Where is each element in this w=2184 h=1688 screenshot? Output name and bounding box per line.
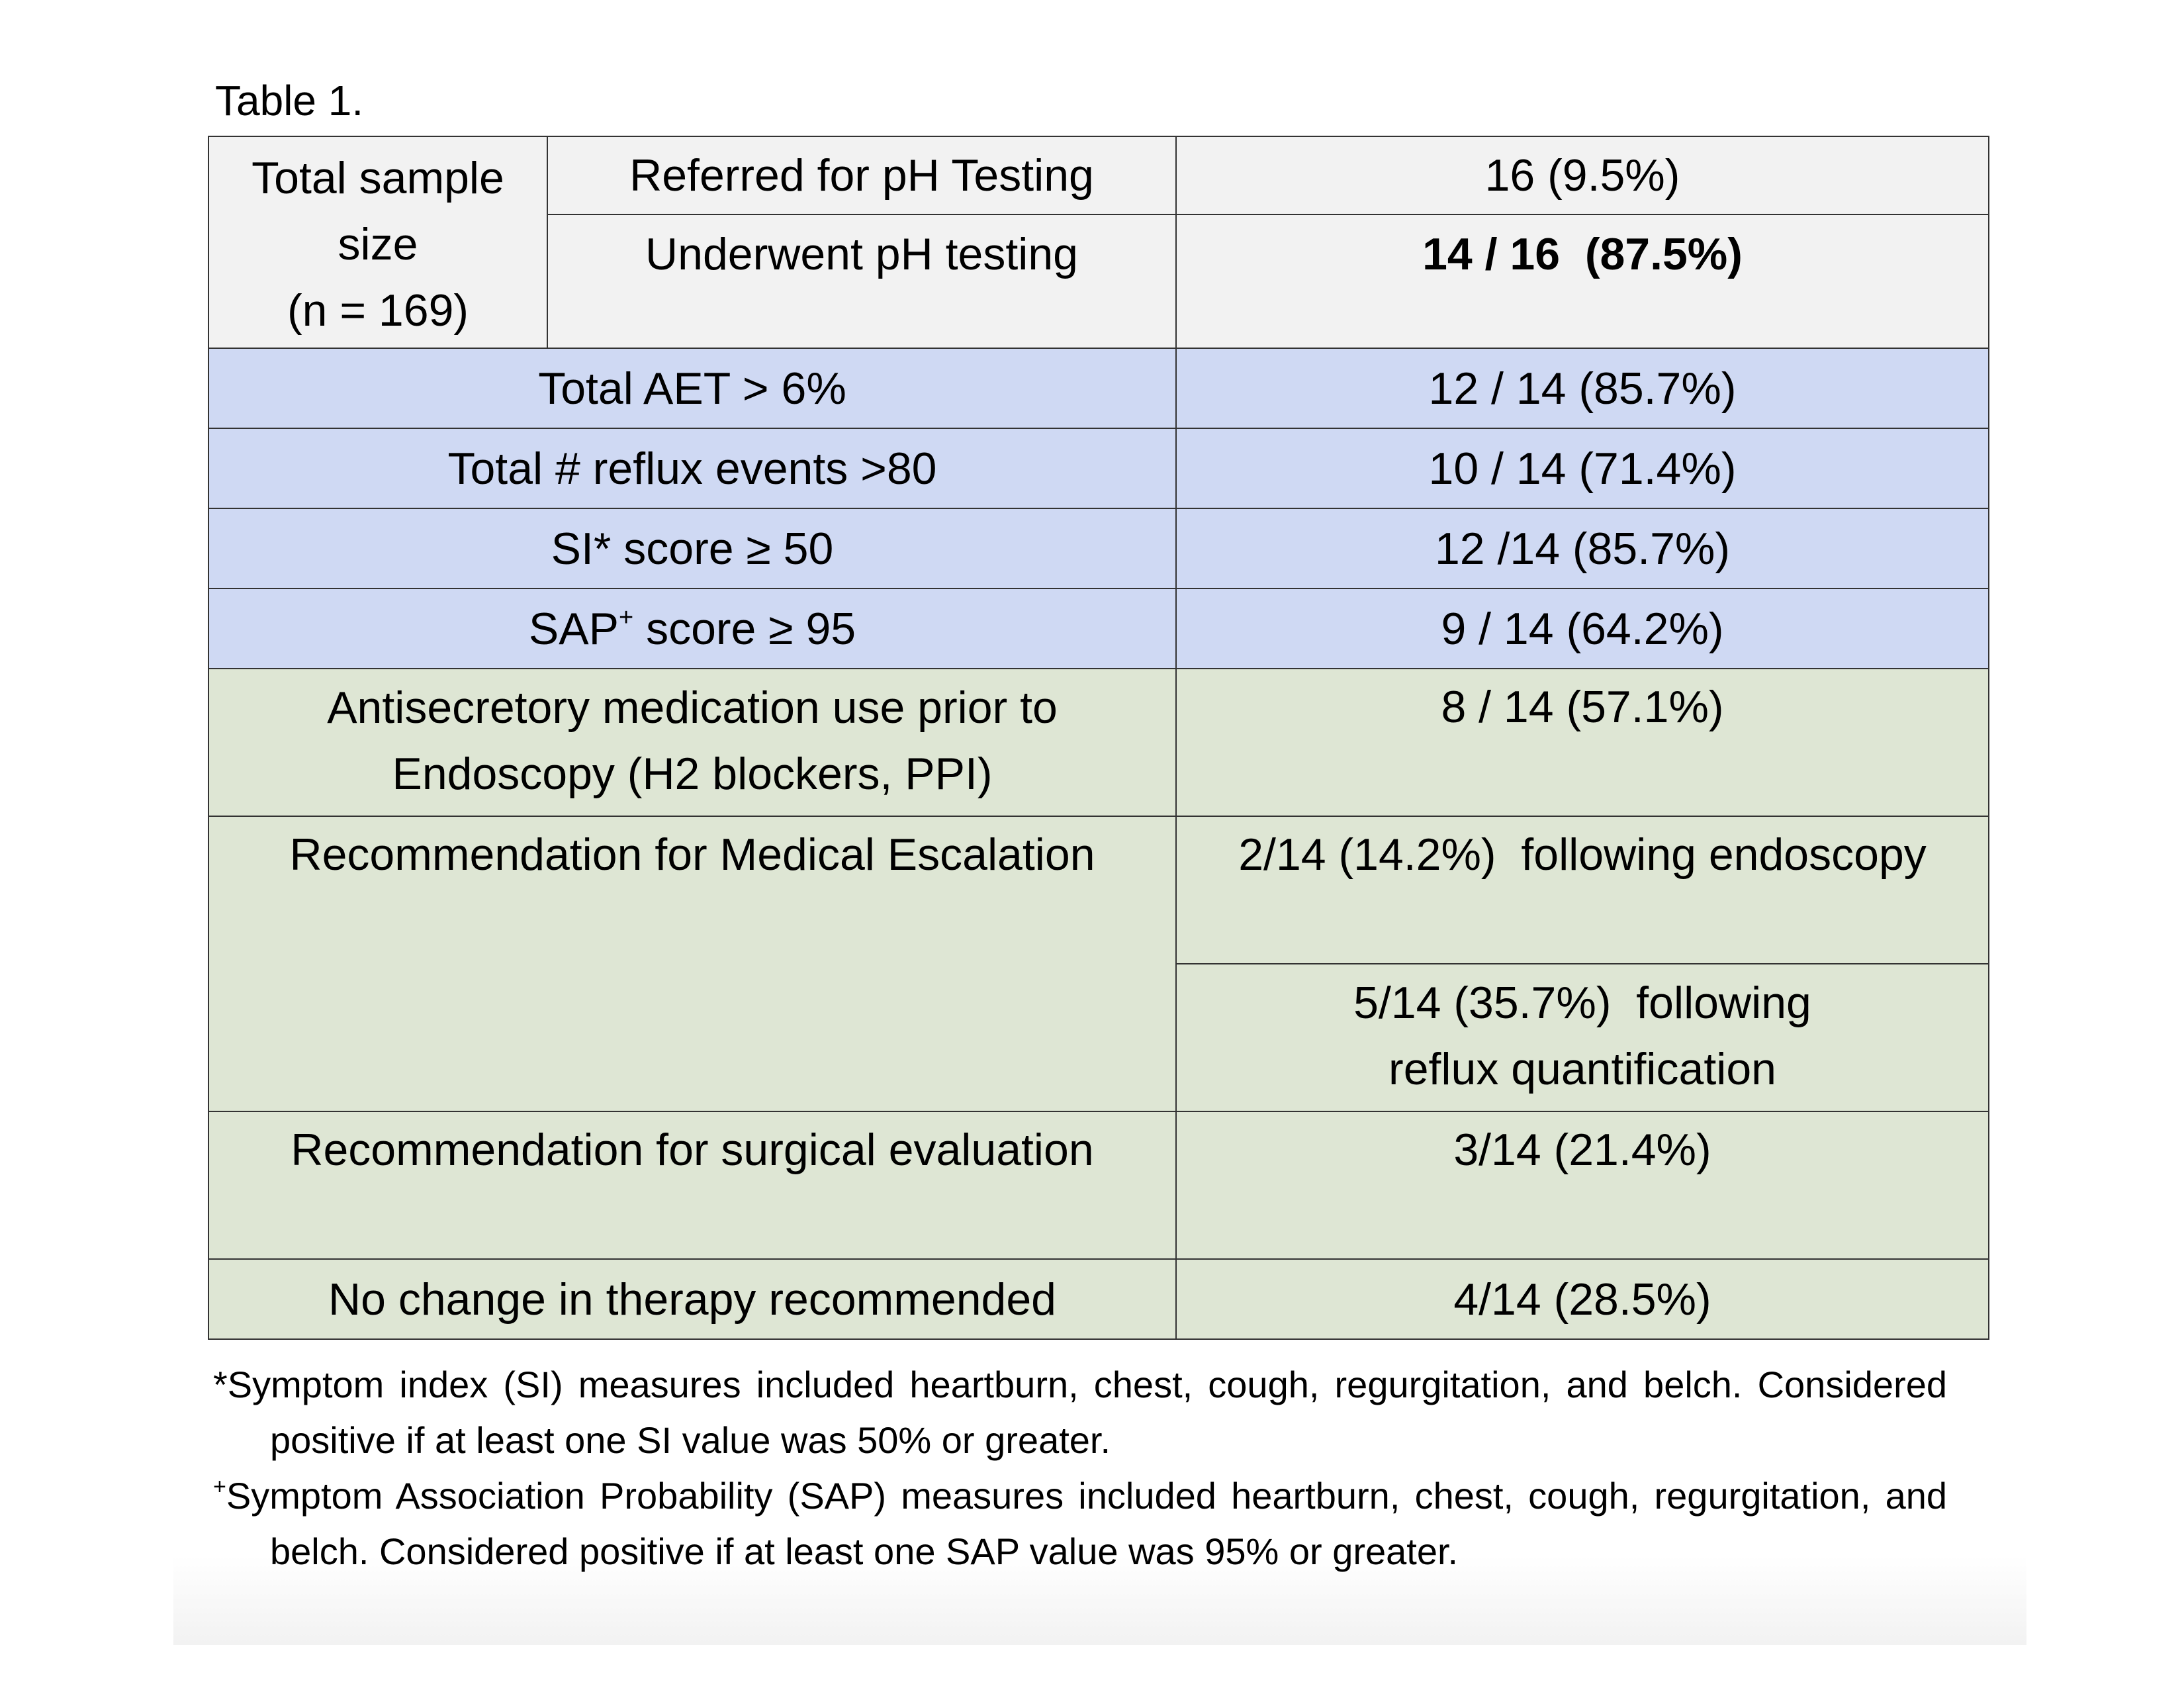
surgical-label: Recommendation for surgical evaluation: [208, 1111, 1177, 1260]
reflux-label: Total # reflux events >80: [208, 428, 1177, 509]
medical-escalation-value-endoscopy: 2/14 (14.2%) following endoscopy: [1175, 816, 1989, 964]
aet-value: 12 / 14 (85.7%): [1175, 348, 1989, 429]
medical-escalation-value-reflux-line2: reflux quantification: [1388, 1044, 1776, 1094]
sap-value: 9 / 14 (64.2%): [1175, 588, 1989, 669]
footnotes: *Symptom index (SI) measures included he…: [213, 1357, 1947, 1579]
table-row: Total AET > 6% 12 / 14 (85.7%): [208, 348, 1989, 429]
sample-size-cell: Total sample size (n = 169): [208, 136, 548, 349]
results-table: Total sample size (n = 169) Referred for…: [208, 136, 1989, 1340]
referred-label: Referred for pH Testing: [547, 136, 1177, 215]
footnote-si-text: Symptom index (SI) measures included hea…: [227, 1364, 1947, 1461]
medical-escalation-value-reflux: 5/14 (35.7%) following reflux quantifica…: [1175, 963, 1989, 1112]
no-change-label: No change in therapy recommended: [208, 1258, 1177, 1340]
table-row: SAP+ score ≥ 95 9 / 14 (64.2%): [208, 588, 1989, 669]
sap-plus-mark: +: [618, 603, 634, 632]
table-row: Total # reflux events >80 10 / 14 (71.4%…: [208, 428, 1989, 509]
underwent-value: 14 / 16 (87.5%): [1175, 214, 1989, 349]
sample-size-label-line3: (n = 169): [287, 285, 469, 336]
table-row: Antisecretory medication use prior to En…: [208, 668, 1989, 817]
antisecretory-value: 8 / 14 (57.1%): [1175, 668, 1989, 817]
table-row: 5/14 (35.7%) following reflux quantifica…: [208, 963, 1989, 1112]
footnote-si-mark: *: [213, 1364, 228, 1405]
surgical-value: 3/14 (21.4%): [1175, 1111, 1989, 1260]
table-row: Total sample size (n = 169) Referred for…: [208, 136, 1989, 349]
table-caption: Table 1.: [215, 77, 364, 124]
table-row: Underwent pH testing 14 / 16 (87.5%): [208, 214, 1989, 349]
underwent-label: Underwent pH testing: [547, 214, 1177, 349]
medical-escalation-label: Recommendation for Medical Escalation: [208, 816, 1177, 1112]
sap-label-text: SAP: [528, 603, 619, 654]
sample-size-label-line2: size: [338, 219, 418, 269]
reflux-value: 10 / 14 (71.4%): [1175, 428, 1989, 509]
sap-label: SAP+ score ≥ 95: [208, 588, 1177, 669]
footnote-si: *Symptom index (SI) measures included he…: [213, 1357, 1947, 1468]
footnote-sap-text: Symptom Association Probability (SAP) me…: [226, 1475, 1947, 1572]
table-row: SI* score ≥ 50 12 /14 (85.7%): [208, 508, 1989, 589]
table-row: No change in therapy recommended 4/14 (2…: [208, 1258, 1989, 1340]
si-label: SI* score ≥ 50: [208, 508, 1177, 589]
si-value: 12 /14 (85.7%): [1175, 508, 1989, 589]
antisecretory-label-line1: Antisecretory medication use prior to: [327, 682, 1058, 733]
sample-size-label-line1: Total sample: [251, 153, 504, 203]
table-row: Recommendation for surgical evaluation 3…: [208, 1111, 1989, 1260]
table-row: Recommendation for Medical Escalation 2/…: [208, 816, 1989, 1112]
antisecretory-cell: Antisecretory medication use prior to En…: [208, 668, 1177, 817]
footnote-sap: +Symptom Association Probability (SAP) m…: [213, 1468, 1947, 1579]
referred-value: 16 (9.5%): [1175, 136, 1989, 215]
medical-escalation-value-reflux-line1: 5/14 (35.7%) following: [1353, 978, 1811, 1028]
antisecretory-label-line2: Endoscopy (H2 blockers, PPI): [392, 749, 993, 799]
bottom-shadow: [173, 1556, 2026, 1645]
aet-label: Total AET > 6%: [208, 348, 1177, 429]
no-change-value: 4/14 (28.5%): [1175, 1258, 1989, 1340]
footnote-sap-mark: +: [213, 1474, 226, 1499]
sap-label-suffix: score ≥ 95: [633, 603, 856, 654]
